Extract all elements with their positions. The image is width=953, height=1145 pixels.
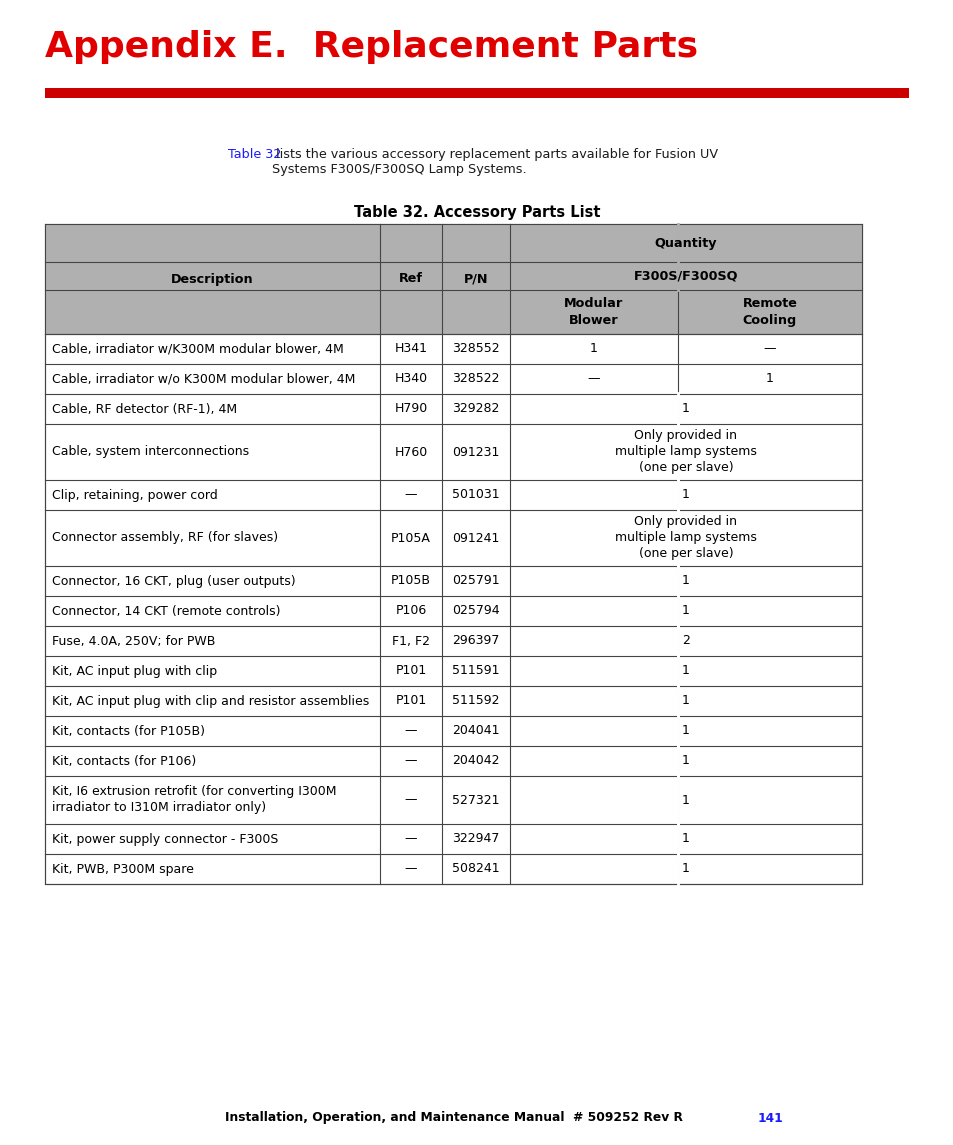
Text: Clip, retaining, power cord: Clip, retaining, power cord [52, 489, 217, 502]
Text: Description: Description [171, 273, 253, 285]
Text: lists the various accessory replacement parts available for Fusion UV
Systems F3: lists the various accessory replacement … [272, 148, 718, 176]
Text: Cable, irradiator w/K300M modular blower, 4M: Cable, irradiator w/K300M modular blower… [52, 342, 343, 355]
Text: —: — [404, 793, 416, 806]
Text: 1: 1 [681, 793, 689, 806]
Text: 025791: 025791 [452, 575, 499, 587]
Text: P101: P101 [395, 695, 426, 708]
Text: Kit, power supply connector - F300S: Kit, power supply connector - F300S [52, 832, 278, 845]
Text: F1, F2: F1, F2 [392, 634, 430, 648]
Text: Kit, I6 extrusion retrofit (for converting I300M
irradiator to I310M irradiator : Kit, I6 extrusion retrofit (for converti… [52, 785, 336, 814]
Text: 511591: 511591 [452, 664, 499, 678]
Text: Remote
Cooling: Remote Cooling [741, 298, 797, 326]
Text: Only provided in
multiple lamp systems
(one per slave): Only provided in multiple lamp systems (… [615, 515, 756, 561]
Text: H340: H340 [394, 372, 427, 386]
Text: 1: 1 [681, 832, 689, 845]
Text: 025794: 025794 [452, 605, 499, 617]
Text: Only provided in
multiple lamp systems
(one per slave): Only provided in multiple lamp systems (… [615, 429, 756, 474]
Text: 1: 1 [681, 755, 689, 767]
Text: —: — [404, 755, 416, 767]
Text: H760: H760 [394, 445, 427, 458]
Text: Appendix E.  Replacement Parts: Appendix E. Replacement Parts [45, 30, 698, 64]
Text: 527321: 527321 [452, 793, 499, 806]
Text: Quantity: Quantity [654, 237, 717, 250]
Text: P105A: P105A [391, 531, 431, 545]
Text: 141: 141 [758, 1112, 783, 1124]
Text: Ref: Ref [398, 273, 422, 285]
Text: 1: 1 [681, 695, 689, 708]
Text: 296397: 296397 [452, 634, 499, 648]
Bar [45, 224, 862, 334]
Text: F300S/F300SQ: F300S/F300SQ [633, 269, 738, 283]
Text: 328552: 328552 [452, 342, 499, 355]
Text: Modular
Blower: Modular Blower [564, 298, 623, 326]
Text: 501031: 501031 [452, 489, 499, 502]
Text: Table 32. Accessory Parts List: Table 32. Accessory Parts List [354, 205, 599, 220]
Text: Cable, system interconnections: Cable, system interconnections [52, 445, 249, 458]
Text: 2: 2 [681, 634, 689, 648]
Text: P105B: P105B [391, 575, 431, 587]
Text: 1: 1 [590, 342, 598, 355]
Text: 329282: 329282 [452, 403, 499, 416]
Text: —: — [404, 725, 416, 737]
Text: H341: H341 [395, 342, 427, 355]
Text: Kit, AC input plug with clip: Kit, AC input plug with clip [52, 664, 217, 678]
Text: Connector assembly, RF (for slaves): Connector assembly, RF (for slaves) [52, 531, 278, 545]
Text: 1: 1 [681, 575, 689, 587]
Text: P/N: P/N [463, 273, 488, 285]
Text: Fuse, 4.0A, 250V; for PWB: Fuse, 4.0A, 250V; for PWB [52, 634, 215, 648]
Text: —: — [587, 372, 599, 386]
Text: 1: 1 [765, 372, 773, 386]
Bar [45, 88, 908, 98]
Text: 091231: 091231 [452, 445, 499, 458]
Text: H790: H790 [394, 403, 427, 416]
Text: —: — [404, 862, 416, 876]
Text: 1: 1 [681, 862, 689, 876]
Text: 204041: 204041 [452, 725, 499, 737]
Text: 511592: 511592 [452, 695, 499, 708]
Text: 508241: 508241 [452, 862, 499, 876]
Text: 1: 1 [681, 725, 689, 737]
Text: Connector, 14 CKT (remote controls): Connector, 14 CKT (remote controls) [52, 605, 280, 617]
Text: 091241: 091241 [452, 531, 499, 545]
Bar [45, 224, 862, 884]
Text: Installation, Operation, and Maintenance Manual  # 509252 Rev R: Installation, Operation, and Maintenance… [225, 1112, 682, 1124]
Text: Kit, PWB, P300M spare: Kit, PWB, P300M spare [52, 862, 193, 876]
Text: Kit, AC input plug with clip and resistor assemblies: Kit, AC input plug with clip and resisto… [52, 695, 369, 708]
Text: —: — [404, 489, 416, 502]
Text: P106: P106 [395, 605, 426, 617]
Text: Table 32: Table 32 [228, 148, 281, 161]
Text: —: — [404, 832, 416, 845]
Text: 328522: 328522 [452, 372, 499, 386]
Text: —: — [763, 342, 776, 355]
Text: Kit, contacts (for P105B): Kit, contacts (for P105B) [52, 725, 205, 737]
Text: 1: 1 [681, 664, 689, 678]
Text: P101: P101 [395, 664, 426, 678]
Text: Cable, RF detector (RF-1), 4M: Cable, RF detector (RF-1), 4M [52, 403, 237, 416]
Text: Connector, 16 CKT, plug (user outputs): Connector, 16 CKT, plug (user outputs) [52, 575, 295, 587]
Text: Kit, contacts (for P106): Kit, contacts (for P106) [52, 755, 196, 767]
Text: 1: 1 [681, 403, 689, 416]
Text: Cable, irradiator w/o K300M modular blower, 4M: Cable, irradiator w/o K300M modular blow… [52, 372, 355, 386]
Text: 1: 1 [681, 489, 689, 502]
Text: 322947: 322947 [452, 832, 499, 845]
Text: 204042: 204042 [452, 755, 499, 767]
Text: 1: 1 [681, 605, 689, 617]
